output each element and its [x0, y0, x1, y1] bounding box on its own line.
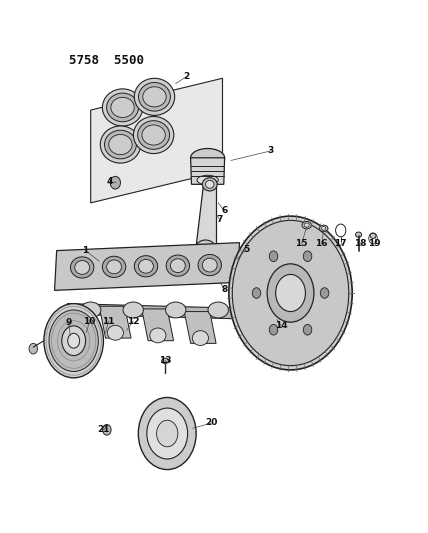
Text: 13: 13: [159, 356, 171, 365]
Ellipse shape: [111, 98, 134, 117]
Circle shape: [320, 288, 329, 298]
Ellipse shape: [150, 328, 166, 343]
Ellipse shape: [139, 260, 153, 273]
Text: 2: 2: [183, 72, 190, 81]
Circle shape: [252, 288, 261, 298]
Circle shape: [232, 220, 349, 366]
Ellipse shape: [107, 325, 123, 340]
Circle shape: [62, 326, 86, 356]
Ellipse shape: [139, 83, 170, 111]
Text: 16: 16: [315, 239, 328, 248]
Polygon shape: [67, 304, 265, 319]
Ellipse shape: [143, 87, 166, 107]
Ellipse shape: [304, 223, 309, 227]
Circle shape: [269, 325, 278, 335]
Ellipse shape: [123, 302, 143, 318]
Ellipse shape: [321, 227, 326, 230]
Polygon shape: [54, 243, 240, 290]
Ellipse shape: [194, 240, 217, 261]
Ellipse shape: [199, 245, 212, 256]
Polygon shape: [142, 309, 174, 341]
Text: 18: 18: [354, 239, 366, 248]
Ellipse shape: [215, 254, 220, 258]
Text: 5: 5: [243, 245, 249, 254]
Ellipse shape: [75, 261, 89, 274]
Text: 20: 20: [206, 418, 218, 427]
Ellipse shape: [138, 120, 169, 149]
Ellipse shape: [198, 254, 221, 276]
Ellipse shape: [162, 358, 169, 364]
Polygon shape: [195, 184, 216, 251]
Text: 19: 19: [369, 239, 381, 248]
Text: 7: 7: [217, 215, 223, 224]
Circle shape: [229, 216, 352, 370]
Circle shape: [157, 420, 178, 447]
Text: 14: 14: [275, 321, 288, 330]
Circle shape: [44, 304, 104, 378]
Circle shape: [147, 408, 187, 459]
Ellipse shape: [370, 233, 376, 238]
Ellipse shape: [134, 116, 174, 154]
Ellipse shape: [102, 256, 126, 278]
Ellipse shape: [166, 255, 190, 276]
Ellipse shape: [319, 225, 328, 231]
Ellipse shape: [190, 149, 225, 167]
Ellipse shape: [100, 126, 141, 163]
Ellipse shape: [170, 259, 185, 272]
Polygon shape: [91, 78, 223, 203]
Ellipse shape: [197, 175, 218, 185]
Text: 21: 21: [97, 425, 110, 434]
Text: 10: 10: [83, 317, 95, 326]
Ellipse shape: [107, 93, 139, 122]
Circle shape: [49, 310, 98, 372]
Ellipse shape: [205, 180, 214, 188]
Text: 5758  5500: 5758 5500: [69, 54, 144, 67]
Circle shape: [267, 264, 314, 322]
Text: 4: 4: [106, 177, 113, 186]
Text: 11: 11: [102, 317, 115, 326]
Circle shape: [303, 325, 312, 335]
Ellipse shape: [208, 302, 229, 318]
Ellipse shape: [202, 177, 217, 191]
Ellipse shape: [102, 89, 143, 126]
Ellipse shape: [191, 254, 196, 258]
Ellipse shape: [71, 257, 94, 278]
Ellipse shape: [134, 256, 158, 277]
Ellipse shape: [302, 221, 312, 229]
Text: 3: 3: [268, 147, 273, 156]
Polygon shape: [184, 312, 216, 343]
Ellipse shape: [192, 330, 208, 345]
Text: 1: 1: [83, 246, 89, 255]
Ellipse shape: [104, 130, 137, 159]
Circle shape: [110, 176, 120, 189]
Text: 15: 15: [295, 239, 308, 248]
Ellipse shape: [142, 125, 165, 145]
Text: 9: 9: [65, 318, 72, 327]
Text: 12: 12: [127, 317, 140, 326]
Text: 6: 6: [221, 206, 227, 215]
Polygon shape: [99, 306, 131, 338]
Circle shape: [269, 251, 278, 262]
Circle shape: [276, 274, 306, 312]
Ellipse shape: [202, 258, 217, 272]
Ellipse shape: [356, 232, 362, 237]
Circle shape: [103, 424, 111, 435]
Ellipse shape: [80, 302, 101, 318]
Circle shape: [29, 343, 38, 354]
Text: 17: 17: [334, 239, 347, 248]
Circle shape: [68, 333, 80, 348]
Text: 8: 8: [221, 285, 227, 294]
Ellipse shape: [109, 134, 132, 155]
Circle shape: [138, 398, 196, 470]
Ellipse shape: [107, 260, 122, 274]
Ellipse shape: [166, 302, 186, 318]
Circle shape: [303, 251, 312, 262]
Polygon shape: [190, 158, 225, 184]
Ellipse shape: [134, 78, 175, 115]
